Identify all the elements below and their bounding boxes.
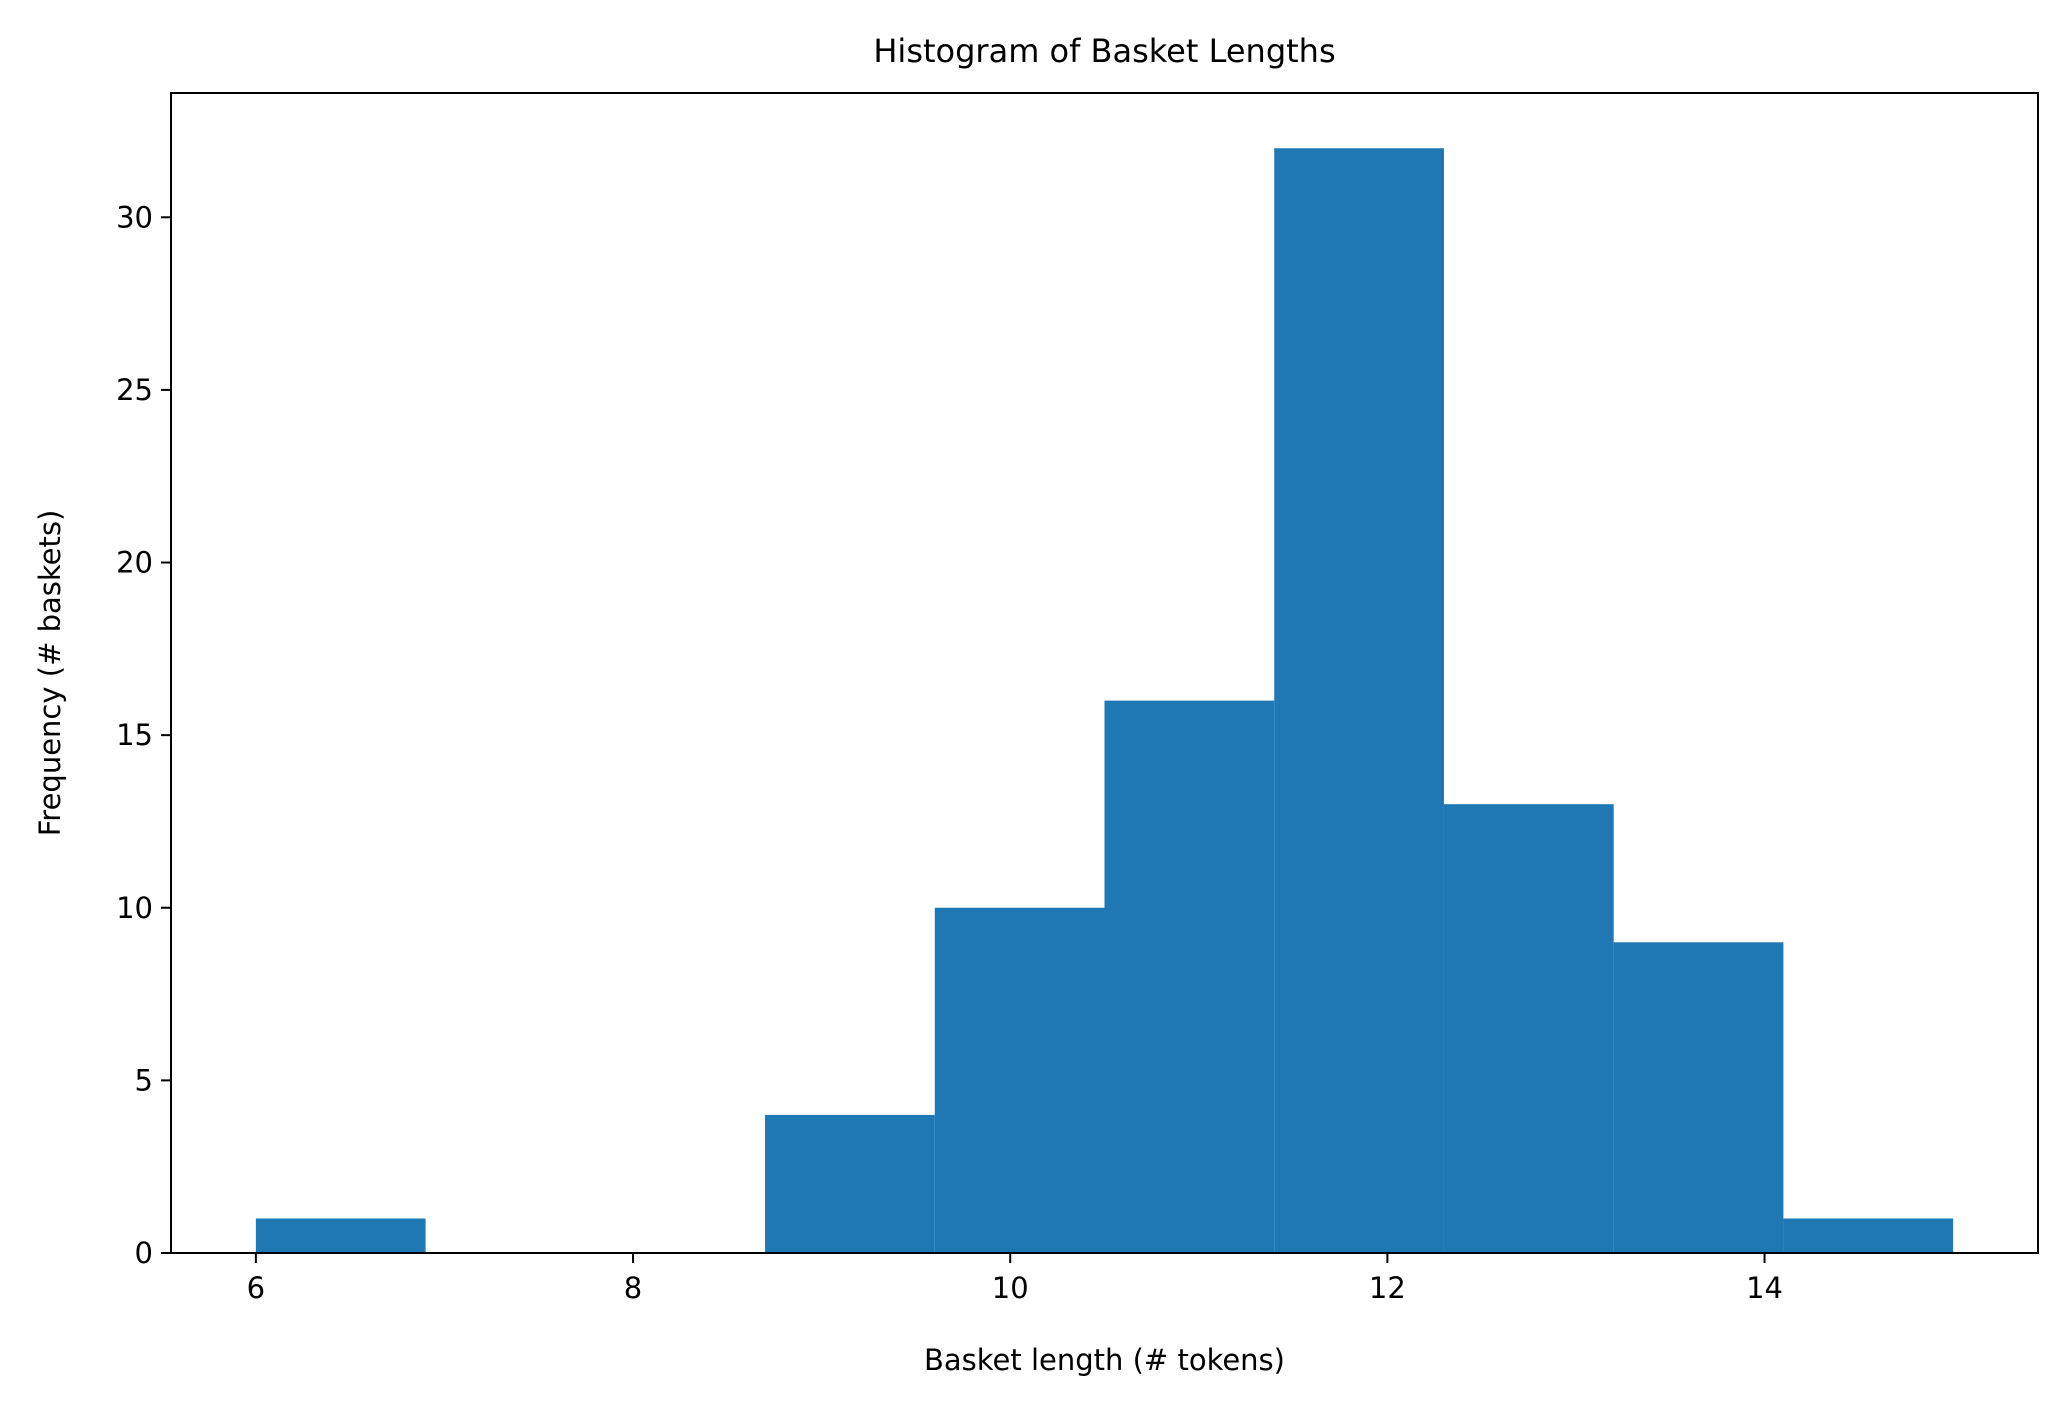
x-tick-label: 12 [1369, 1271, 1406, 1305]
y-tick-label: 10 [116, 891, 153, 925]
y-tick-label: 30 [116, 200, 153, 234]
x-tick-label: 8 [624, 1271, 642, 1305]
histogram-bar [1613, 942, 1784, 1253]
y-tick-label: 20 [116, 546, 153, 580]
chart-title: Histogram of Basket Lengths [873, 32, 1335, 70]
y-tick-label: 25 [116, 373, 153, 407]
histogram-bar [255, 1218, 426, 1253]
histogram-bar [934, 907, 1105, 1253]
histogram-bar [1104, 700, 1275, 1253]
histogram-bar [765, 1114, 935, 1253]
histogram-bar [1783, 1218, 1954, 1253]
x-tick-label: 14 [1746, 1271, 1783, 1305]
y-tick-label: 0 [135, 1236, 153, 1270]
histogram-bar [1443, 804, 1614, 1253]
x-tick-label: 10 [992, 1271, 1029, 1305]
x-tick-label: 6 [247, 1271, 265, 1305]
ticks-layer: 6 8 10 12 14 0 5 10 15 20 25 30 [116, 200, 1783, 1305]
histogram-bar [1274, 148, 1444, 1254]
x-axis-label: Basket length (# tokens) [924, 1343, 1285, 1377]
y-axis-label: Frequency (# baskets) [33, 510, 67, 837]
plot-frame [170, 92, 2039, 1254]
y-tick-label: 5 [135, 1063, 153, 1097]
bars-layer [255, 148, 1954, 1254]
y-tick-label: 15 [116, 718, 153, 752]
